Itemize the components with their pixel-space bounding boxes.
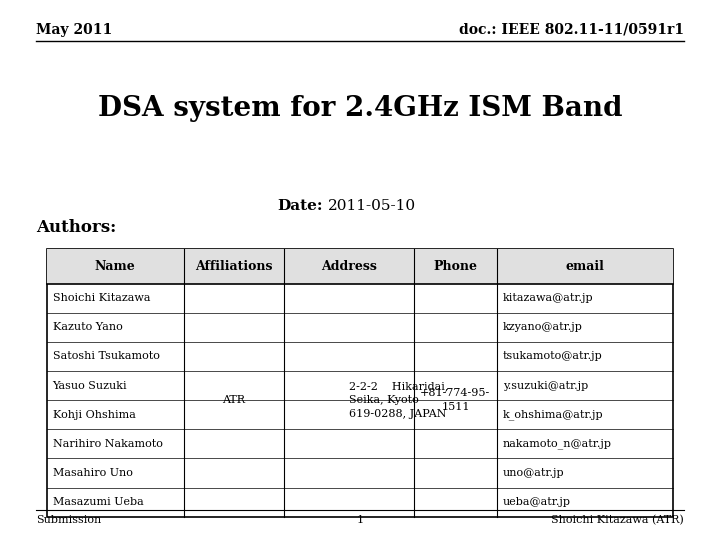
Text: Narihiro Nakamoto: Narihiro Nakamoto bbox=[53, 439, 163, 449]
Text: Shoichi Kitazawa (ATR): Shoichi Kitazawa (ATR) bbox=[552, 515, 684, 525]
Text: nakamoto_n@atr.jp: nakamoto_n@atr.jp bbox=[503, 438, 611, 449]
Text: Submission: Submission bbox=[36, 515, 102, 525]
Text: ATR: ATR bbox=[222, 395, 246, 405]
Text: Kazuto Yano: Kazuto Yano bbox=[53, 322, 122, 332]
Text: Authors:: Authors: bbox=[36, 219, 116, 237]
Text: Kohji Ohshima: Kohji Ohshima bbox=[53, 410, 135, 420]
Text: Satoshi Tsukamoto: Satoshi Tsukamoto bbox=[53, 352, 159, 361]
Text: kzyano@atr.jp: kzyano@atr.jp bbox=[503, 322, 582, 332]
Text: Masazumi Ueba: Masazumi Ueba bbox=[53, 497, 143, 507]
Text: tsukamoto@atr.jp: tsukamoto@atr.jp bbox=[503, 352, 603, 361]
Text: y.suzuki@atr.jp: y.suzuki@atr.jp bbox=[503, 381, 588, 390]
Text: ueba@atr.jp: ueba@atr.jp bbox=[503, 497, 570, 507]
Text: doc.: IEEE 802.11-11/0591r1: doc.: IEEE 802.11-11/0591r1 bbox=[459, 23, 684, 37]
Text: +81-774-95-
1511: +81-774-95- 1511 bbox=[420, 388, 490, 412]
Text: 1: 1 bbox=[356, 515, 364, 525]
Text: Yasuo Suzuki: Yasuo Suzuki bbox=[53, 381, 127, 390]
Text: Shoichi Kitazawa: Shoichi Kitazawa bbox=[53, 293, 150, 303]
Bar bbox=[47, 249, 673, 517]
Text: 2-2-2    Hikaridai,
Seika, Kyoto
619-0288, JAPAN: 2-2-2 Hikaridai, Seika, Kyoto 619-0288, … bbox=[349, 381, 449, 419]
Text: uno@atr.jp: uno@atr.jp bbox=[503, 468, 564, 478]
Text: Masahiro Uno: Masahiro Uno bbox=[53, 468, 132, 478]
Text: 2011-05-10: 2011-05-10 bbox=[328, 199, 415, 213]
Text: email: email bbox=[566, 260, 604, 273]
Text: Affiliations: Affiliations bbox=[195, 260, 273, 273]
Text: Date:: Date: bbox=[277, 199, 323, 213]
Text: kitazawa@atr.jp: kitazawa@atr.jp bbox=[503, 293, 593, 303]
Text: DSA system for 2.4GHz ISM Band: DSA system for 2.4GHz ISM Band bbox=[98, 94, 622, 122]
Text: May 2011: May 2011 bbox=[36, 23, 112, 37]
Text: Name: Name bbox=[95, 260, 135, 273]
Bar bbox=[47, 249, 673, 284]
Text: k_ohshima@atr.jp: k_ohshima@atr.jp bbox=[503, 409, 603, 420]
Text: Address: Address bbox=[321, 260, 377, 273]
Text: Phone: Phone bbox=[433, 260, 477, 273]
